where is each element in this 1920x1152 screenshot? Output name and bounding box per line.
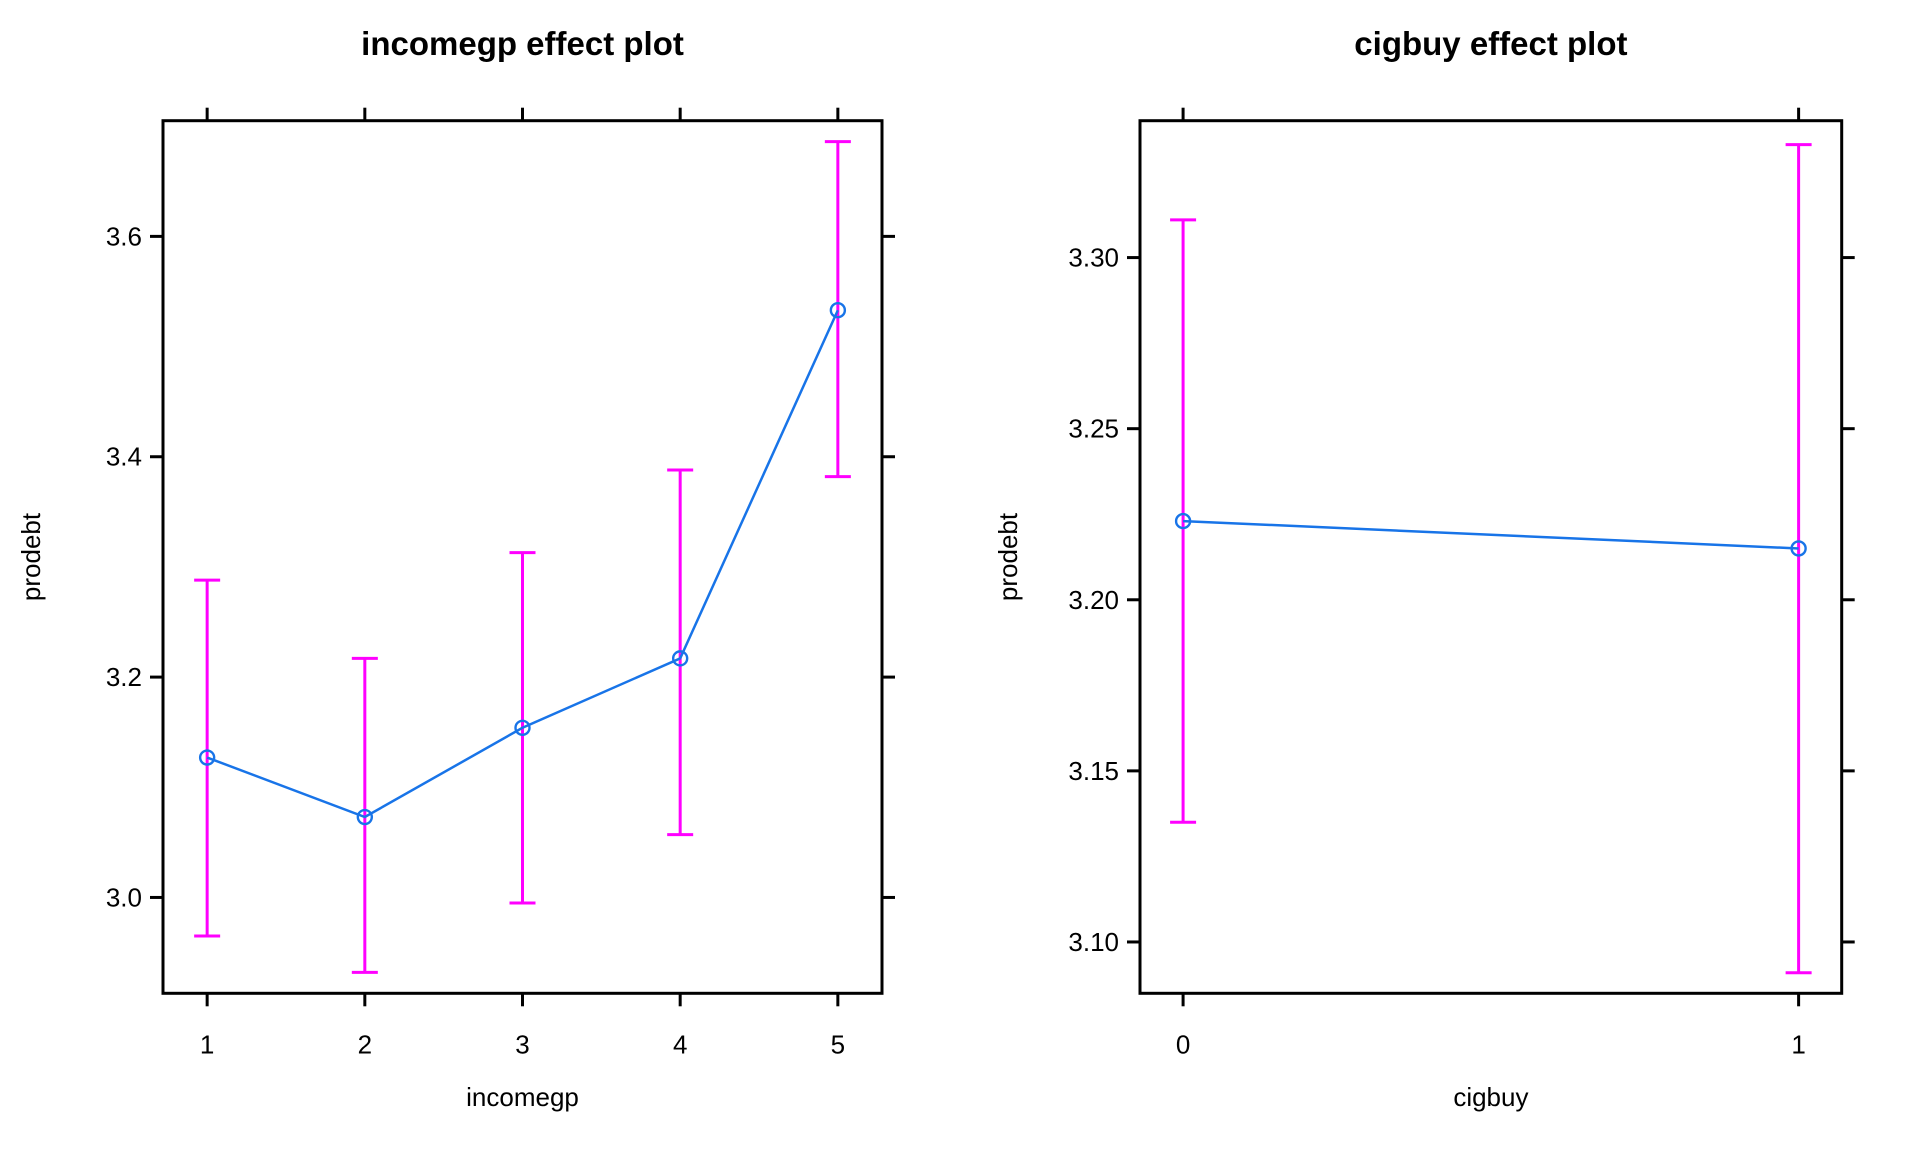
y-tick-label: 3.0 — [106, 882, 142, 912]
y-axis-label-incomegp: prodebt — [16, 512, 46, 601]
x-tick-label: 3 — [515, 1029, 529, 1059]
y-axis-label-cigbuy: prodebt — [993, 512, 1023, 601]
data-point-marker — [514, 719, 531, 736]
data-point-marker — [198, 749, 216, 766]
y-tick-label: 3.15 — [1068, 756, 1119, 786]
x-tick-label: 4 — [673, 1029, 687, 1059]
plot-area-cigbuy: 0 1 3.10 3.15 3.20 3.25 3.30 — [1068, 107, 1855, 1059]
panel-title-cigbuy: cigbuy effect plot — [1354, 25, 1627, 62]
x-axis-label-cigbuy: cigbuy — [1453, 1082, 1528, 1112]
x-tick-label: 0 — [1176, 1029, 1190, 1059]
y-tick-label: 3.4 — [106, 442, 142, 472]
y-tick-label: 3.30 — [1068, 243, 1119, 273]
x-tick-label: 1 — [1791, 1029, 1805, 1059]
y-tick-label: 3.20 — [1068, 585, 1119, 615]
plot-box — [1138, 119, 1844, 995]
panel-incomegp: incomegp effect plot prodebt incomegp 1 2… — [16, 25, 895, 1112]
y-tick-label: 3.10 — [1068, 927, 1119, 957]
y-tick-label: 3.2 — [106, 662, 142, 692]
x-tick-label: 5 — [831, 1029, 845, 1059]
x-tick-label: 1 — [200, 1029, 214, 1059]
data-point-marker — [1790, 540, 1807, 557]
data-point-marker — [356, 808, 374, 826]
data-point-marker — [829, 302, 847, 319]
fit-line — [1183, 519, 1799, 550]
panel-cigbuy: cigbuy effect plot prodebt cigbuy 0 1 3.10… — [993, 25, 1855, 1112]
fit-line — [206, 309, 839, 819]
panel-title-incomegp: incomegp effect plot — [361, 25, 684, 62]
y-tick-label: 3.6 — [106, 221, 142, 251]
plot-area-incomegp: 1 2 3 4 5 3.0 3.2 3.4 3.6 — [106, 107, 895, 1059]
y-tick-label: 3.25 — [1068, 414, 1119, 444]
data-point-marker — [1174, 512, 1192, 530]
data-point-marker — [671, 650, 689, 667]
x-axis-label-incomegp: incomegp — [466, 1082, 579, 1112]
x-tick-label: 2 — [358, 1029, 372, 1059]
